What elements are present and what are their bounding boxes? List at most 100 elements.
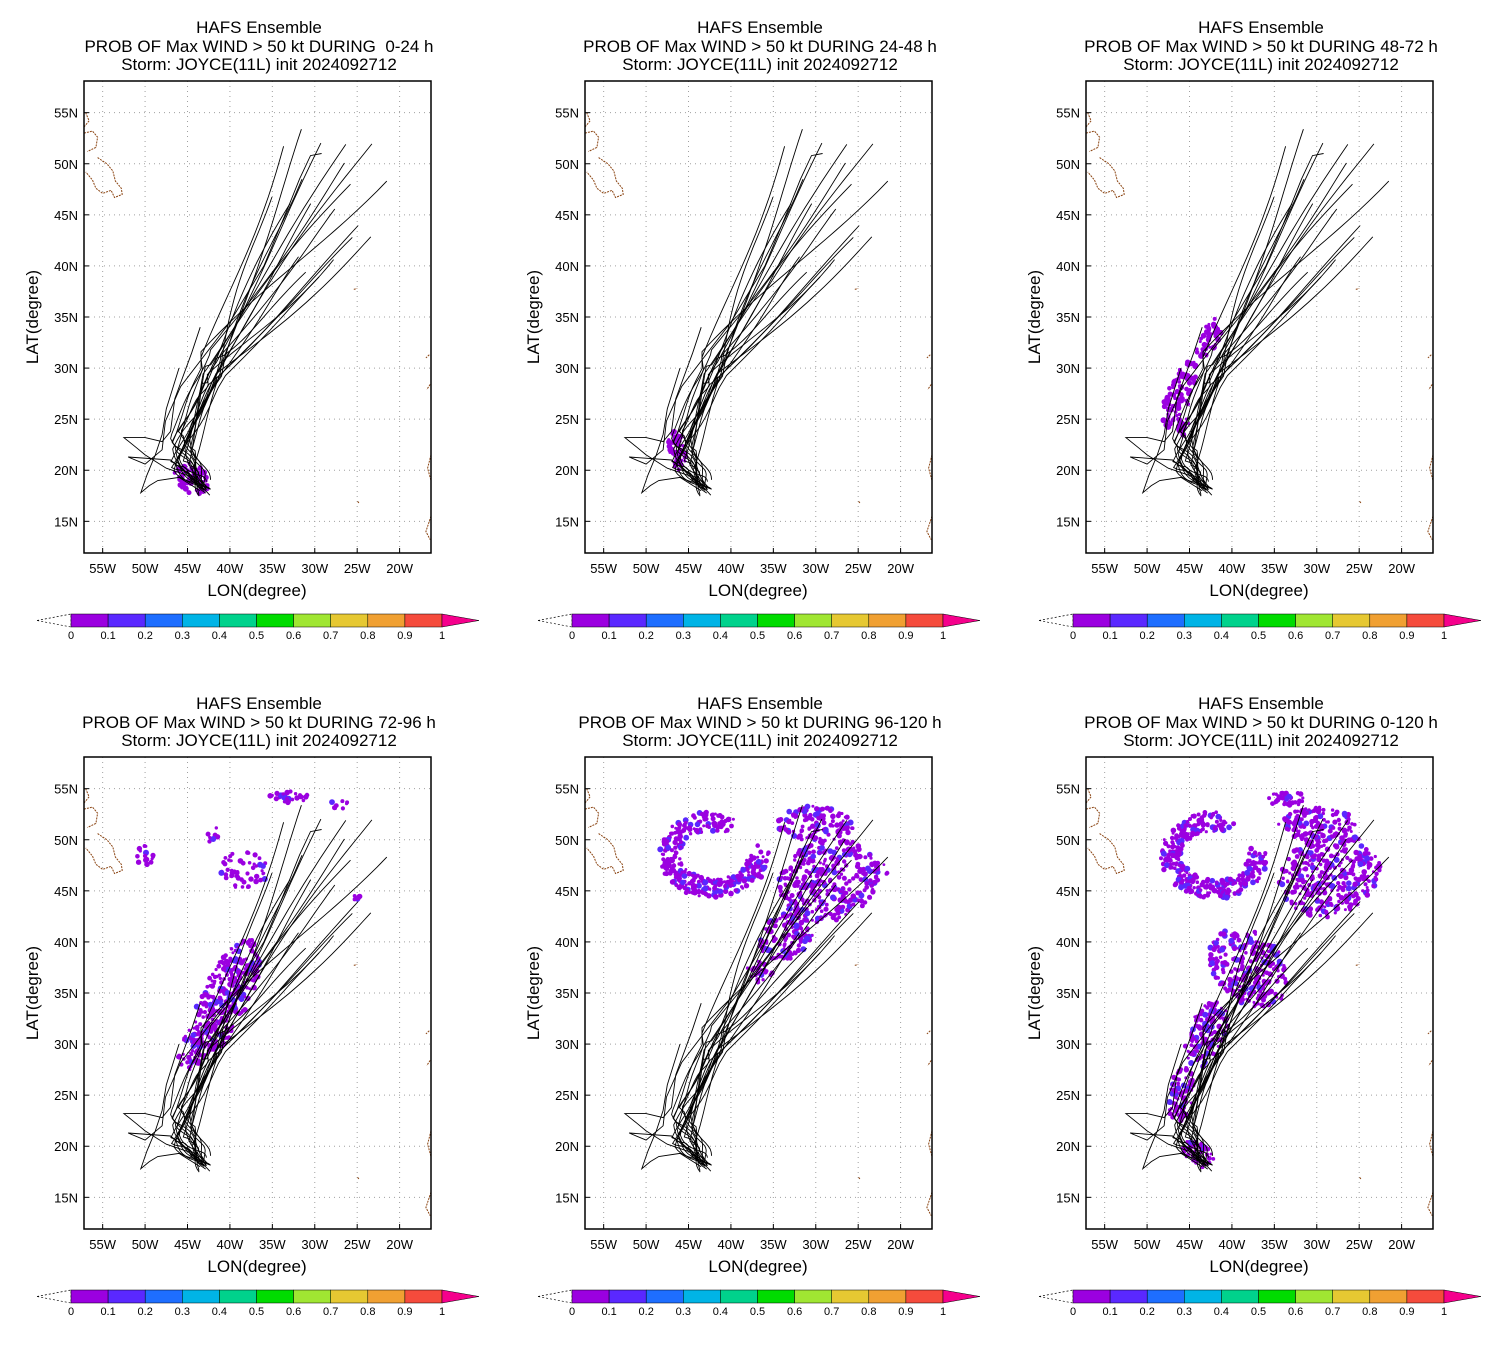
prob-cell	[1353, 891, 1359, 897]
coast-line	[1355, 963, 1360, 966]
prob-cell	[1285, 801, 1290, 806]
prob-cell	[834, 846, 839, 850]
colorbar-segment	[1109, 1289, 1148, 1304]
prob-cell	[1170, 844, 1175, 850]
lon-tick-label: 20W	[1388, 1237, 1415, 1252]
prob-cell	[723, 818, 728, 824]
prob-cell	[1213, 940, 1219, 946]
colorbar-label: 0.3	[676, 630, 691, 642]
prob-cell	[1178, 871, 1182, 875]
prob-cell	[1162, 838, 1166, 842]
colorbar-high-arrow	[942, 1289, 981, 1304]
colorbar-label: 0.1	[100, 1306, 115, 1318]
coast-line	[1355, 287, 1360, 290]
prob-cell	[1219, 886, 1223, 890]
coast-line	[356, 500, 360, 504]
colorbar-low-arrow	[1038, 1289, 1074, 1304]
colorbar-segment	[608, 1289, 647, 1304]
map-frame	[1085, 80, 1434, 554]
prob-cell	[1177, 853, 1181, 857]
prob-cell	[1301, 810, 1306, 816]
prob-cell	[1266, 989, 1272, 995]
lon-tick-label: 55W	[1091, 561, 1118, 576]
prob-cell	[794, 879, 800, 886]
title-line-3: Storm: JOYCE(11L) init 2024092712	[1123, 731, 1399, 750]
colorbar-label: 0.6	[1288, 630, 1303, 642]
colorbar-low-arrow	[537, 1289, 573, 1304]
prob-cell	[1216, 823, 1220, 827]
prob-cell	[223, 856, 228, 860]
prob-cell	[1211, 1157, 1216, 1161]
colorbar-label: 0.9	[898, 630, 913, 642]
prob-cell	[678, 874, 682, 878]
prob-cell	[259, 877, 263, 882]
prob-cell	[1213, 975, 1219, 980]
prob-cell	[817, 888, 822, 893]
prob-cell	[669, 879, 676, 885]
storm-track	[1178, 952, 1322, 1166]
lat-tick-label: 55N	[1056, 106, 1080, 121]
prob-cell	[1220, 967, 1225, 972]
prob-cell	[223, 872, 229, 877]
prob-cell	[670, 824, 675, 829]
colorbar-segment	[571, 613, 610, 628]
panel-72-96h: HAFS Ensemble PROB OF Max WIND > 50 kt DU…	[0, 676, 500, 1352]
prob-cell	[1188, 817, 1192, 821]
prob-cell	[1192, 1037, 1196, 1041]
prob-cell	[868, 878, 873, 883]
prob-cell	[682, 823, 687, 829]
prob-cell	[722, 888, 729, 894]
colorbar: 0 0.1 0.2 0.3 0.4 0.5 0.6 0.7 0.8 0.9 1	[36, 613, 480, 642]
colorbar-segment	[1146, 613, 1185, 628]
prob-cell	[1271, 792, 1276, 796]
colorbar-label: 0	[68, 630, 74, 642]
prob-cell	[1279, 881, 1286, 888]
prob-cell	[866, 868, 873, 874]
prob-cell	[1318, 913, 1323, 918]
prob-cell	[1374, 871, 1379, 876]
prob-cell	[1351, 863, 1356, 868]
prob-cell	[796, 943, 802, 948]
lat-tick-label: 15N	[1056, 1190, 1080, 1205]
prob-cell	[867, 852, 872, 857]
prob-cell	[726, 875, 730, 879]
prob-cell	[683, 834, 690, 841]
prob-cell	[234, 874, 238, 878]
prob-cell	[666, 439, 672, 445]
prob-cell	[660, 852, 664, 856]
prob-cell	[1180, 371, 1186, 377]
prob-cell	[737, 877, 743, 883]
coast-line	[1427, 516, 1433, 540]
prob-cell	[1247, 851, 1252, 856]
storm-track	[640, 367, 702, 495]
prob-cell	[1171, 831, 1175, 835]
prob-cell	[1361, 889, 1365, 893]
prob-cell	[1195, 1049, 1199, 1053]
coast-line	[1429, 454, 1433, 481]
prob-cell	[663, 865, 670, 872]
map-grid	[84, 81, 431, 553]
prob-cell	[1286, 819, 1292, 825]
storm-track	[677, 822, 786, 1163]
prob-cell	[1348, 827, 1352, 831]
colorbar-segment	[1072, 1289, 1111, 1304]
prob-cell	[1338, 873, 1344, 879]
prob-cell	[236, 969, 240, 973]
colorbar-segment	[1295, 613, 1333, 628]
colorbar-segment	[1109, 613, 1148, 628]
prob-cell	[1365, 888, 1370, 893]
x-axis-label: LON(degree)	[207, 581, 306, 600]
colorbar-label: 0.5	[1251, 1306, 1266, 1318]
prob-cell	[818, 867, 822, 871]
prob-cell	[1349, 830, 1353, 833]
prob-cell	[205, 984, 210, 989]
prob-cell	[1282, 965, 1287, 971]
colorbar-label: 0.5	[249, 630, 264, 642]
prob-cell	[1209, 816, 1213, 820]
colorbar-segment	[1369, 1289, 1408, 1304]
prob-cell	[1202, 810, 1208, 815]
storm-track	[640, 1043, 702, 1171]
colorbar-segment	[1332, 1289, 1371, 1304]
prob-cell	[1346, 840, 1350, 844]
prob-cell	[1176, 1081, 1180, 1086]
